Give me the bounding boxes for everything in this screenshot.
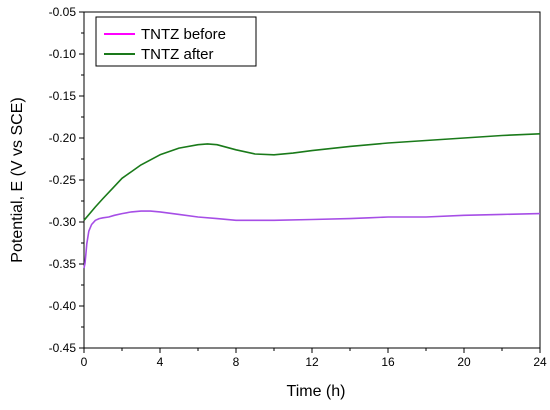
y-tick-label: -0.25 [49, 173, 77, 187]
series-layer [83, 133, 541, 269]
y-tick-label: -0.30 [49, 215, 77, 229]
y-tick-label: -0.10 [49, 47, 77, 61]
y-axis: -0.45 -0.40 -0.35 -0.30 -0.25 -0.20 -0.15 -0.10… [49, 5, 84, 355]
y-tick-label: -0.15 [49, 89, 77, 103]
series-line-tntz-after [83, 133, 541, 221]
y-tick-label: -0.05 [49, 5, 77, 19]
y-tick-label: -0.45 [49, 341, 77, 355]
x-tick-label: 24 [533, 355, 547, 369]
legend-box [95, 16, 257, 67]
legend: TNTZ before TNTZ after [95, 16, 257, 67]
y-tick-label: -0.40 [49, 299, 77, 313]
x-tick-label: 16 [381, 355, 395, 369]
y-axis-title: Potential, E (V vs SCE) [9, 97, 26, 262]
y-tick-label: -0.35 [49, 257, 77, 271]
x-tick-label: 8 [233, 355, 240, 369]
x-tick-label: 4 [157, 355, 164, 369]
series-line-tntz-before [83, 210, 541, 269]
legend-label-tntz-before: TNTZ before [141, 26, 226, 43]
y-tick-label: -0.20 [49, 131, 77, 145]
x-axis-title: Time (h) [287, 383, 346, 400]
x-tick-label: 20 [457, 355, 471, 369]
legend-label-tntz-after: TNTZ after [141, 46, 214, 63]
x-tick-label: 0 [81, 355, 88, 369]
x-axis: 0 4 8 12 16 20 24 [81, 348, 547, 369]
x-tick-label: 12 [305, 355, 319, 369]
